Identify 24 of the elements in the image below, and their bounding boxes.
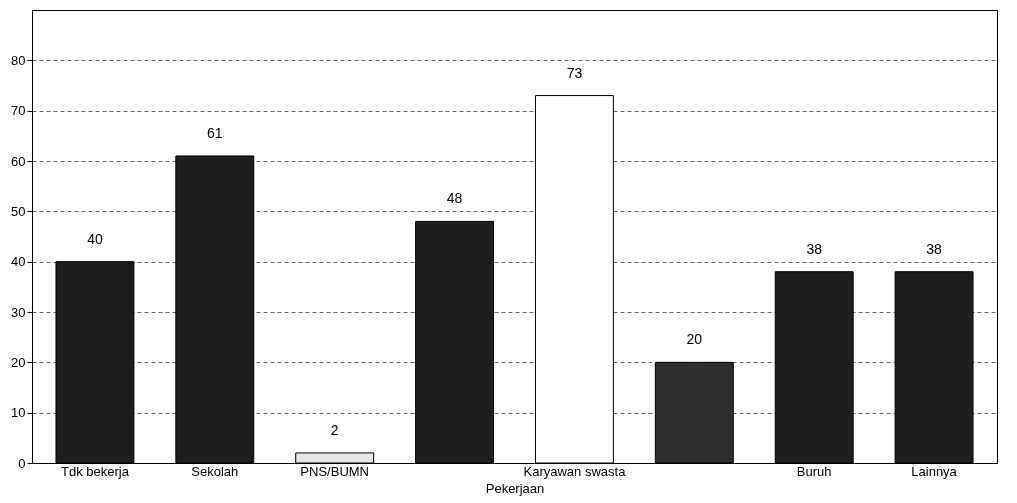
data-label: 2 bbox=[330, 421, 339, 438]
y-tick-label: 40 bbox=[11, 254, 26, 270]
x-tick-label: Karyawan swasta bbox=[523, 463, 627, 479]
y-tick-label: 20 bbox=[11, 354, 26, 370]
y-tick-label: 50 bbox=[11, 203, 26, 219]
x-tick-label: Tdk bekerja bbox=[60, 463, 130, 479]
data-label: 40 bbox=[87, 230, 103, 247]
x-axis-title: Pekerjaan bbox=[485, 480, 545, 496]
y-tick-label: 80 bbox=[11, 52, 26, 68]
y-tick-label: 10 bbox=[11, 405, 26, 421]
data-label: 48 bbox=[446, 190, 463, 207]
data-label: 73 bbox=[566, 64, 583, 81]
y-tick-label: 30 bbox=[11, 304, 26, 320]
y-tick-label: 70 bbox=[11, 103, 26, 119]
data-label: 38 bbox=[926, 240, 943, 257]
x-tick-label: Sekolah bbox=[191, 463, 239, 479]
x-tick-label: Lainnya bbox=[911, 463, 958, 479]
x-tick-label: Buruh bbox=[796, 463, 832, 479]
x-tick-label: PNS/BUMN bbox=[300, 463, 369, 479]
y-tick-label: 60 bbox=[11, 153, 26, 169]
data-label: 61 bbox=[207, 124, 223, 141]
data-label: 38 bbox=[806, 240, 823, 257]
y-tick-label: 0 bbox=[18, 455, 26, 471]
data-label: 20 bbox=[686, 331, 703, 348]
